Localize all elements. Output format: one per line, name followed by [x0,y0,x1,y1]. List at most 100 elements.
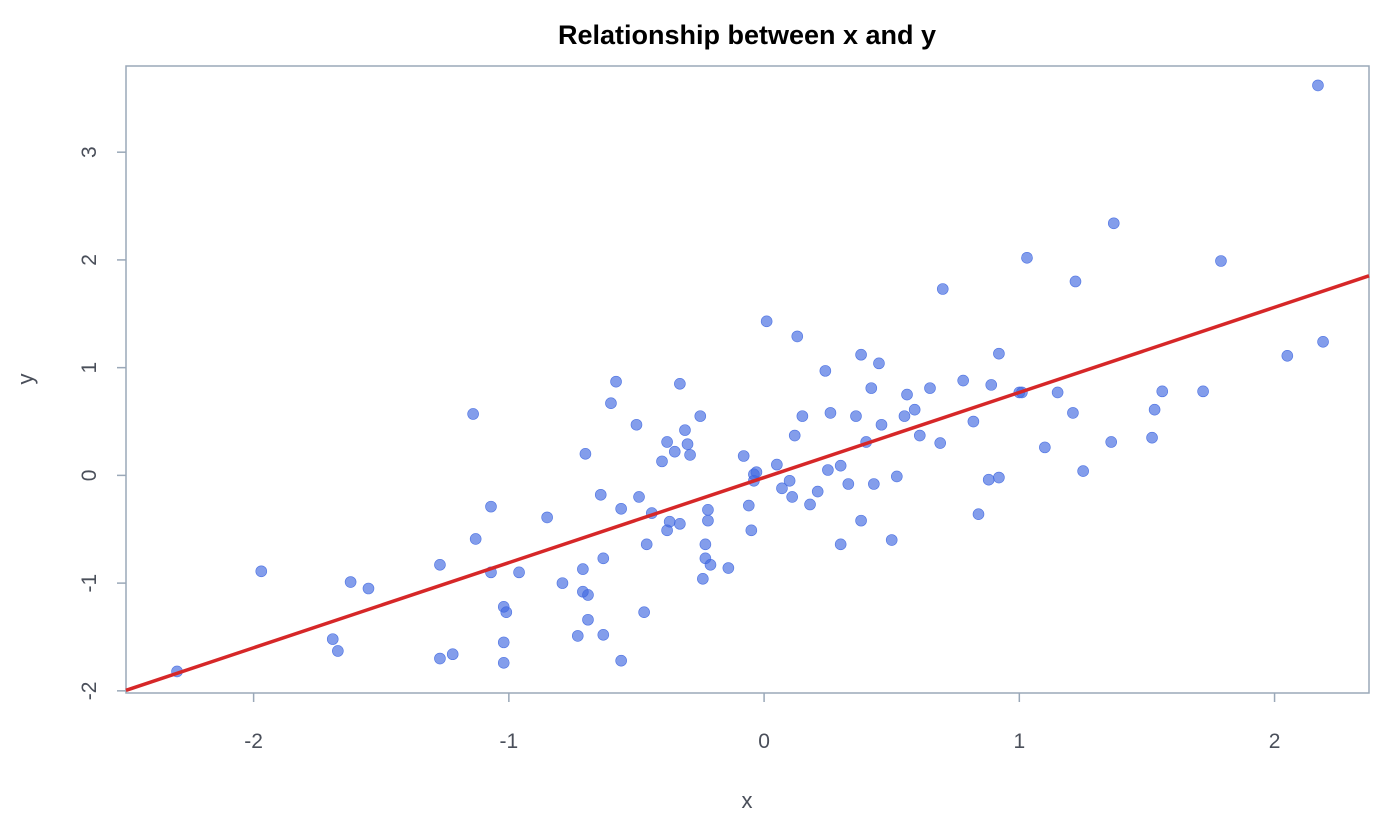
data-point [326,633,339,645]
data-point [1146,431,1158,444]
data-point [1077,465,1089,477]
data-point [936,283,949,295]
data-point [1281,349,1294,362]
data-point [597,629,610,641]
data-point [850,410,862,422]
data-point [891,470,903,483]
data-point [1069,275,1082,288]
data-point [742,499,755,512]
data-point [834,538,847,551]
data-point [824,407,837,419]
data-point [1156,385,1169,398]
data-point [1317,335,1329,348]
data-point [681,438,694,450]
data-point [834,459,847,472]
data-point [434,652,446,665]
data-point [541,511,553,524]
x-tick-label: 1 [1013,730,1025,753]
data-point [571,630,584,642]
data-point [868,478,880,490]
y-tick-label: -1 [78,574,101,593]
x-tick-label: -1 [500,730,519,753]
data-point [1197,385,1209,398]
data-point [760,315,773,328]
data-point [1148,403,1161,416]
data-point [679,424,691,436]
data-point [982,473,995,486]
chart-title: Relationship between x and y [558,20,936,50]
data-point [500,606,513,619]
data-point [819,365,832,377]
data-point [985,379,998,391]
data-point [694,410,707,422]
data-point [875,418,888,431]
data-point [674,378,686,390]
data-point [702,514,714,527]
data-point [1312,79,1324,92]
data-point [656,455,668,468]
data-point [610,375,622,388]
data-point [786,491,798,503]
data-point [972,508,985,520]
regression-line [125,274,1370,692]
data-point [1067,407,1079,419]
data-point [855,348,867,361]
data-point [993,347,1005,360]
data-point [842,478,855,490]
data-point [630,418,643,431]
data-point [577,563,589,575]
data-point [898,410,911,422]
data-point [344,576,357,588]
data-point [750,466,763,478]
data-point [446,648,459,661]
data-point [582,613,594,626]
data-point [362,582,375,595]
x-tick-label: 0 [758,730,770,753]
data-point [513,566,525,579]
data-point [1105,436,1118,448]
data-point [822,464,834,476]
data-point [467,408,479,420]
data-point [788,429,801,442]
data-point [605,397,617,410]
data-point [924,382,936,394]
data-point [957,374,969,387]
data-point [497,636,510,649]
data-point [668,445,681,458]
y-axis-label: y [13,374,38,385]
data-point [556,577,569,589]
y-tick-label: -2 [78,682,101,701]
data-point [332,645,344,657]
data-point [1215,255,1227,267]
data-point [791,330,804,343]
data-point [661,436,673,448]
data-point [615,502,627,515]
data-point [737,450,750,462]
fit-line-layer [125,274,1370,692]
data-point [699,538,712,551]
data-point [993,471,1005,484]
x-axis: -2 -1 0 1 2 [244,693,1280,753]
data-point [638,606,650,619]
data-point [901,388,913,401]
data-point [704,558,717,571]
data-point [469,533,482,545]
plot-frame [125,65,1370,694]
data-point [255,565,268,578]
data-point [908,403,921,416]
data-point [873,357,885,370]
data-point [1021,251,1033,264]
data-point [811,485,824,498]
data-point [702,504,714,516]
y-tick-label: 0 [78,470,101,482]
data-point [1051,386,1064,399]
data-point [722,562,735,574]
data-point [485,500,497,513]
data-point [745,524,758,537]
data-point [1039,441,1051,454]
points-layer [171,79,1329,678]
data-point [804,498,816,511]
data-point [640,538,653,551]
